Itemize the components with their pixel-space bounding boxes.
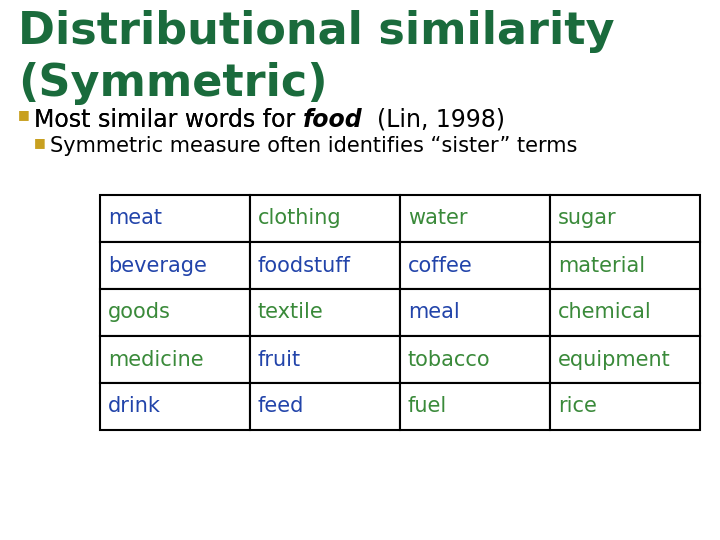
Text: beverage: beverage	[108, 255, 207, 275]
Bar	[250, 336, 400, 383]
Text: tobacco: tobacco	[408, 349, 490, 369]
Text: ■: ■	[34, 136, 46, 149]
Bar	[250, 195, 400, 242]
Text: medicine: medicine	[108, 349, 204, 369]
Bar	[400, 383, 550, 430]
Bar	[400, 195, 550, 242]
Bar	[400, 242, 550, 289]
Text: food: food	[302, 108, 362, 132]
Text: water: water	[408, 208, 467, 228]
Text: equipment: equipment	[558, 349, 671, 369]
Text: (Symmetric): (Symmetric)	[18, 62, 328, 105]
Text: Symmetric measure often identifies “sister” terms: Symmetric measure often identifies “sist…	[50, 136, 577, 156]
Bar	[100, 289, 250, 336]
Text: meat: meat	[108, 208, 162, 228]
Bar	[550, 195, 700, 242]
Text: sugar: sugar	[558, 208, 616, 228]
Text: goods: goods	[108, 302, 171, 322]
Bar	[250, 242, 400, 289]
Text: textile: textile	[258, 302, 324, 322]
Text: (Lin, 1998): (Lin, 1998)	[362, 108, 505, 132]
Text: drink: drink	[108, 396, 161, 416]
Text: meal: meal	[408, 302, 460, 322]
Text: rice: rice	[558, 396, 597, 416]
Bar	[400, 336, 550, 383]
Text: Distributional similarity: Distributional similarity	[18, 10, 614, 53]
Bar	[250, 383, 400, 430]
Text: coffee: coffee	[408, 255, 473, 275]
Bar	[100, 195, 250, 242]
Bar	[250, 289, 400, 336]
Bar	[550, 336, 700, 383]
Text: feed: feed	[258, 396, 305, 416]
Bar	[100, 336, 250, 383]
Bar	[400, 289, 550, 336]
Bar	[550, 383, 700, 430]
Bar	[550, 242, 700, 289]
Text: fuel: fuel	[408, 396, 447, 416]
Bar	[550, 289, 700, 336]
Text: fruit: fruit	[258, 349, 301, 369]
Bar	[100, 383, 250, 430]
Text: Most similar words for: Most similar words for	[34, 108, 302, 132]
Text: clothing: clothing	[258, 208, 341, 228]
Text: Most similar words for: Most similar words for	[34, 108, 302, 132]
Bar	[100, 242, 250, 289]
Text: ■: ■	[18, 108, 30, 121]
Text: chemical: chemical	[558, 302, 652, 322]
Text: foodstuff: foodstuff	[258, 255, 351, 275]
Text: material: material	[558, 255, 645, 275]
